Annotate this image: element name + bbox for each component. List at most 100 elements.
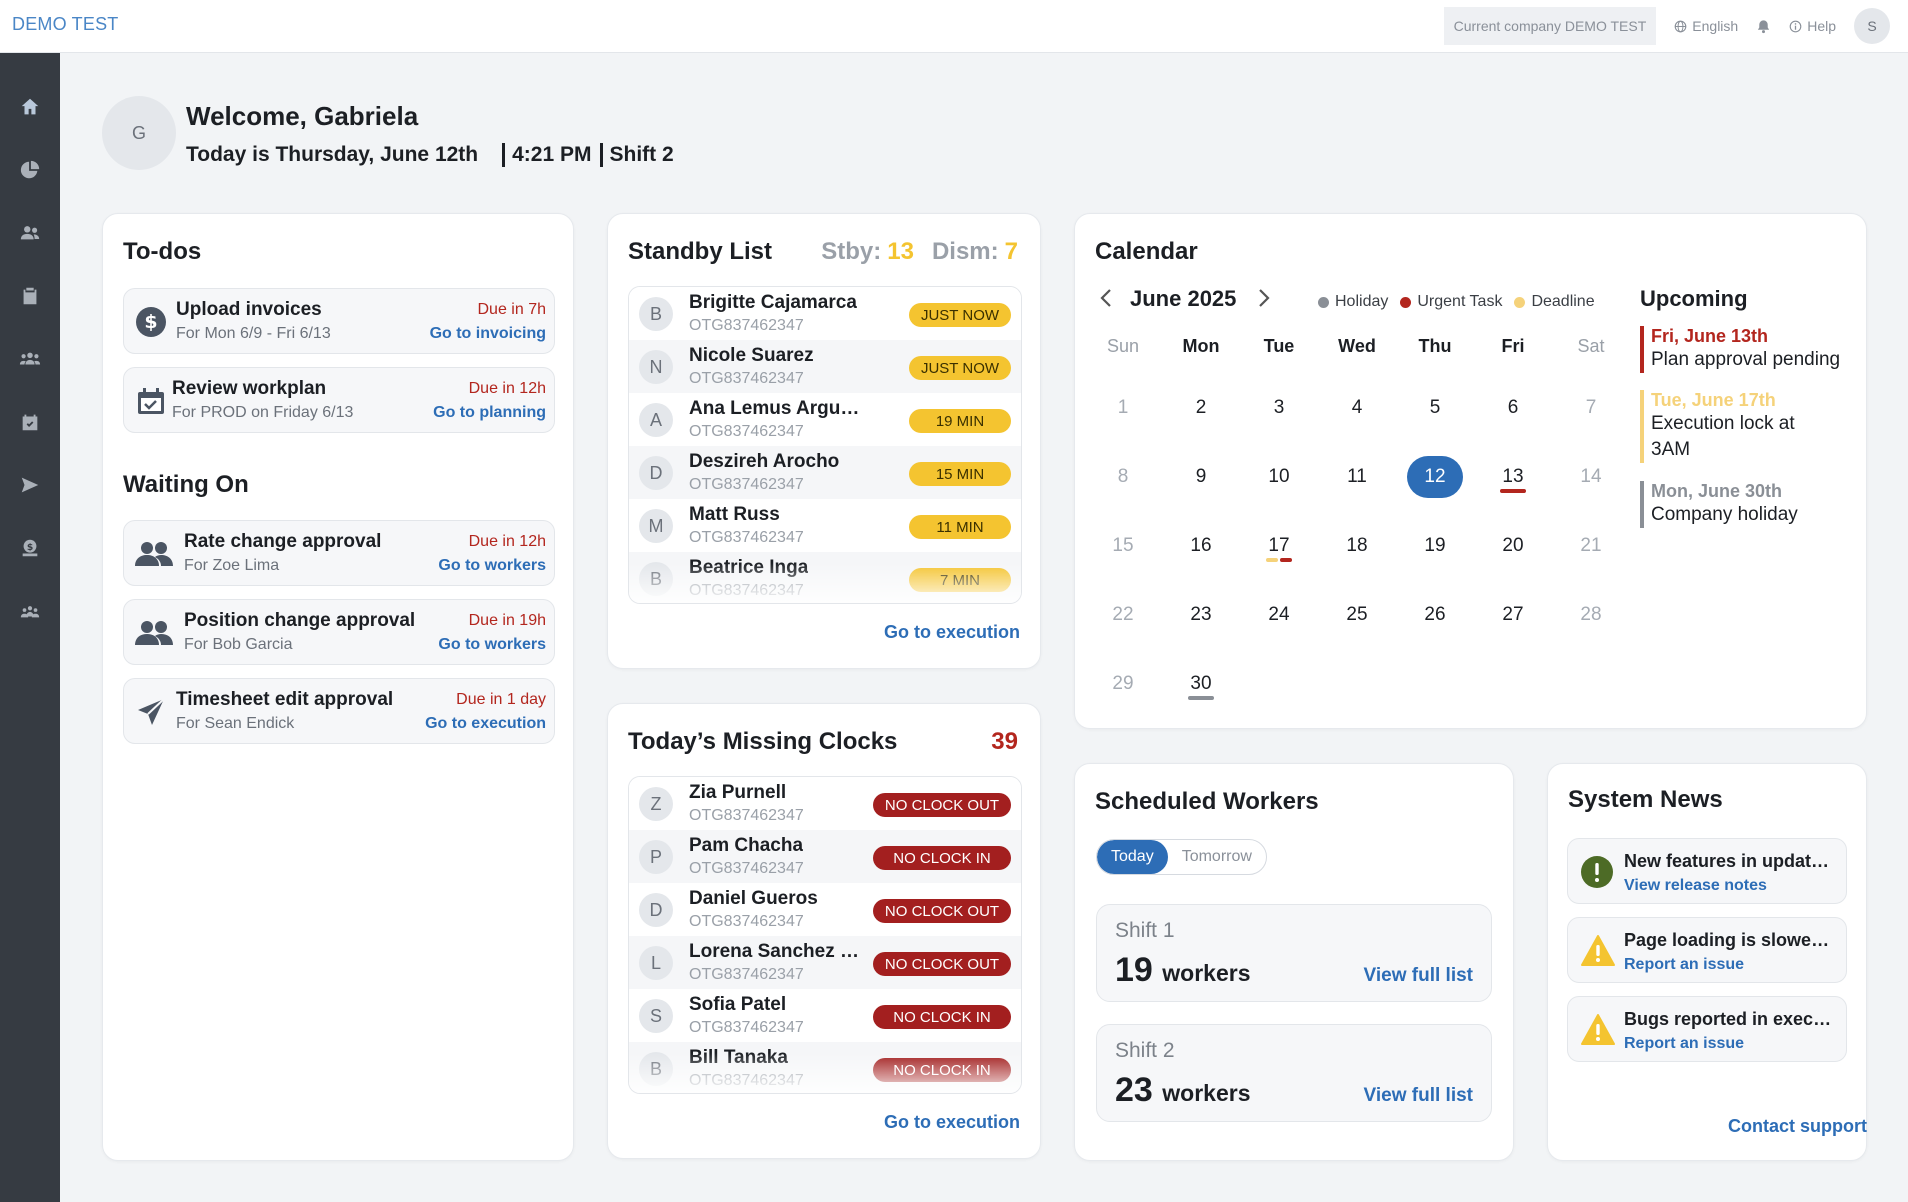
news-item[interactable]: Bugs reported in execution Report an iss… (1567, 996, 1847, 1062)
list-item[interactable]: A Ana Lemus Argurez OTG837462347 19 MIN (629, 393, 1021, 446)
calendar-day[interactable]: 2 (1195, 397, 1207, 418)
person-id: OTG837462347 (689, 913, 804, 930)
upcoming-item[interactable]: Fri, June 13th Plan approval pending (1640, 326, 1840, 373)
help-label: Help (1807, 18, 1836, 34)
list-item[interactable]: B Beatrice Inga OTG837462347 7 MIN (629, 552, 1021, 603)
list-item[interactable]: D Daniel Gueros OTG837462347 NO CLOCK OUT (629, 883, 1021, 936)
shift-name: Shift 2 (1115, 1039, 1175, 1062)
go-to-workers-link[interactable]: Go to workers (438, 636, 546, 653)
legend-urgent-task: Urgent Task (1417, 293, 1503, 310)
tab-today[interactable]: Today (1097, 840, 1168, 874)
go-to-execution-link[interactable]: Go to execution (425, 715, 546, 732)
go-to-planning-link[interactable]: Go to planning (433, 404, 546, 421)
person-avatar: A (639, 403, 673, 437)
calendar-day[interactable]: 30 (1190, 673, 1212, 694)
legend-holiday: Holiday (1335, 293, 1389, 310)
tab-tomorrow[interactable]: Tomorrow (1181, 848, 1252, 865)
calendar-day[interactable]: 23 (1190, 604, 1212, 625)
calendar-day[interactable]: 14 (1580, 466, 1602, 487)
person-id: OTG837462347 (689, 317, 804, 334)
notifications-button[interactable] (1756, 19, 1771, 34)
weekday-thu: Thu (1418, 336, 1452, 356)
news-item[interactable]: New features in update 2.4 View release … (1567, 838, 1847, 904)
upcoming-item[interactable]: Mon, June 30th Company holiday (1640, 481, 1798, 528)
person-id: OTG837462347 (689, 529, 804, 546)
sidebar-item-tasks[interactable] (0, 276, 60, 316)
list-item[interactable]: D Deszireh Arocho OTG837462347 15 MIN (629, 446, 1021, 499)
list-item[interactable]: L Lorena Sanchez Garcia OTG837462347 NO CLO… (629, 936, 1021, 989)
language-selector[interactable]: English (1674, 18, 1738, 34)
calendar-day[interactable]: 8 (1117, 466, 1129, 487)
calendar-day[interactable]: 29 (1112, 673, 1134, 694)
sidebar-item-teams[interactable] (0, 339, 60, 379)
calendar-day[interactable]: 6 (1507, 397, 1519, 418)
calendar-day[interactable]: 13 (1502, 466, 1524, 487)
go-to-invoicing-link[interactable]: Go to invoicing (429, 325, 546, 342)
calendar-day[interactable]: 5 (1429, 397, 1441, 418)
report-issue-link[interactable]: Report an issue (1624, 956, 1745, 973)
sidebar-item-home[interactable] (0, 87, 60, 127)
todo-item-upload-invoices[interactable]: $ Upload invoices For Mon 6/9 - Fri 6/13… (123, 288, 555, 354)
calendar-day[interactable]: 20 (1502, 535, 1524, 556)
go-to-workers-link[interactable]: Go to workers (438, 557, 546, 574)
calendar-day[interactable]: 11 (1347, 466, 1367, 487)
contact-support-link[interactable]: Contact support (1728, 1116, 1867, 1136)
waiting-item-timesheet-edit[interactable]: Timesheet edit approval For Sean Endick … (123, 678, 555, 744)
user-avatar[interactable]: S (1854, 8, 1890, 44)
view-release-notes-link[interactable]: View release notes (1624, 877, 1767, 894)
list-item[interactable]: B Brigitte Cajamarca OTG837462347 JUST NOW (629, 287, 1021, 340)
calendar-day[interactable]: 4 (1351, 397, 1363, 418)
calendar-day[interactable]: 26 (1424, 604, 1446, 625)
calendar-day[interactable]: 16 (1190, 535, 1212, 556)
calendar-day[interactable]: 19 (1424, 535, 1446, 556)
calendar-day[interactable]: 28 (1580, 604, 1602, 625)
view-full-list-link[interactable]: View full list (1363, 965, 1473, 986)
view-full-list-link[interactable]: View full list (1363, 1085, 1473, 1106)
brand-name[interactable]: DEMO TEST (12, 14, 119, 34)
sidebar-item-organization[interactable] (0, 591, 60, 631)
help-link[interactable]: Help (1789, 18, 1836, 34)
calendar-legend: Holiday Urgent Task Deadline (1318, 293, 1595, 311)
prev-month-button[interactable] (1098, 287, 1114, 315)
waiting-item-rate-change[interactable]: Rate change approval For Zoe Lima Due in… (123, 520, 555, 586)
calendar-day[interactable]: 25 (1346, 604, 1368, 625)
calendar-day[interactable]: 3 (1273, 397, 1285, 418)
send-icon (134, 695, 168, 729)
calendar-day[interactable]: 10 (1268, 466, 1290, 487)
upcoming-item[interactable]: Tue, June 17th Execution lock at 3AM (1640, 390, 1840, 463)
report-issue-link[interactable]: Report an issue (1624, 1035, 1745, 1052)
calendar-day[interactable]: 18 (1346, 535, 1368, 556)
list-item[interactable]: S Sofia Patel OTG837462347 NO CLOCK IN (629, 989, 1021, 1042)
list-item[interactable]: Z Zia Purnell OTG837462347 NO CLOCK OUT (629, 777, 1021, 830)
go-to-execution-link[interactable]: Go to execution (883, 1112, 1020, 1132)
sidebar-item-execution[interactable] (0, 465, 60, 505)
news-item[interactable]: Page loading is slower than usual Report… (1567, 917, 1847, 983)
sidebar-item-payroll[interactable]: $ (0, 528, 60, 568)
next-month-button[interactable] (1256, 287, 1272, 315)
calendar-day[interactable]: 22 (1112, 604, 1134, 625)
todo-item-review-workplan[interactable]: Review workplan For PROD on Friday 6/13 … (123, 367, 555, 433)
list-item[interactable]: B Bill Tanaka OTG837462347 NO CLOCK IN (629, 1042, 1021, 1093)
calendar-day[interactable]: 24 (1268, 604, 1290, 625)
go-to-execution-link[interactable]: Go to execution (883, 622, 1020, 642)
svg-text:$: $ (144, 311, 157, 333)
list-item[interactable]: M Matt Russ OTG837462347 11 MIN (629, 499, 1021, 552)
calendar-day[interactable]: 21 (1580, 535, 1602, 556)
current-company[interactable]: Current company DEMO TEST (1443, 7, 1657, 45)
waiting-item-position-change[interactable]: Position change approval For Bob Garcia … (123, 599, 555, 665)
calendar-day[interactable]: 27 (1502, 604, 1524, 625)
calendar-day-today[interactable]: 12 (1407, 456, 1463, 498)
calendar-day[interactable]: 17 (1268, 535, 1290, 556)
sidebar-item-reports[interactable] (0, 150, 60, 190)
sidebar-item-workers[interactable] (0, 213, 60, 253)
sidebar-item-planning[interactable] (0, 402, 60, 442)
list-item[interactable]: P Pam Chacha OTG837462347 NO CLOCK IN (629, 830, 1021, 883)
calendar-day[interactable]: 9 (1195, 466, 1207, 487)
list-item[interactable]: N Nicole Suarez OTG837462347 JUST NOW (629, 340, 1021, 393)
calendar-day[interactable]: 7 (1585, 397, 1597, 418)
calendar-day[interactable]: 1 (1117, 397, 1129, 418)
calendar-day[interactable]: 15 (1112, 535, 1134, 556)
calendar-check-icon (134, 384, 168, 418)
weekday-wed: Wed (1338, 336, 1376, 356)
weekday-mon: Mon (1182, 336, 1220, 356)
